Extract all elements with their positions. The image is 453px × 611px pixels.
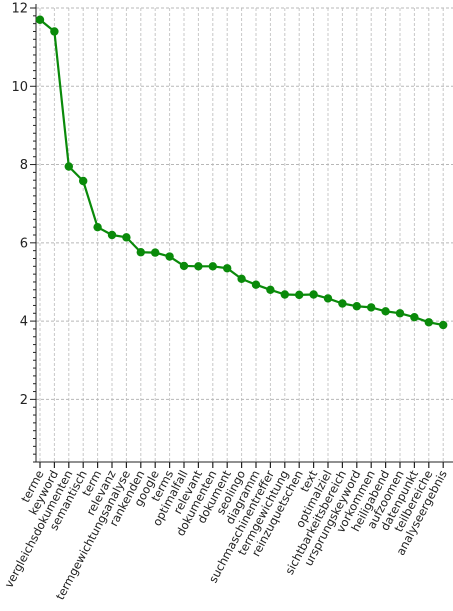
data-point [208, 262, 217, 271]
x-axis-ticks [39, 462, 444, 468]
data-point [309, 290, 318, 299]
data-point [395, 309, 405, 318]
data-point [352, 302, 361, 311]
data-point [424, 318, 433, 327]
data-point [251, 280, 261, 289]
y-tick-label: 4 [20, 315, 28, 330]
x-axis-labels: termekeywordvergleichsdokumentensemantis… [2, 467, 450, 602]
data-series [35, 15, 448, 330]
y-tick-label: 12 [11, 2, 28, 17]
data-point [381, 307, 390, 316]
data-point [179, 261, 189, 271]
data-point [64, 162, 74, 171]
data-point [237, 274, 246, 284]
y-tick-label: 2 [20, 393, 28, 408]
y-tick-label: 8 [20, 158, 28, 173]
data-point [107, 230, 117, 240]
data-point [338, 299, 347, 308]
data-point [280, 290, 289, 299]
data-point [165, 252, 174, 261]
data-point [136, 248, 145, 257]
axes [35, 4, 453, 463]
y-tick-label: 10 [11, 80, 28, 95]
data-point [151, 248, 160, 257]
data-point [323, 294, 333, 303]
data-point [266, 285, 275, 294]
data-point [194, 262, 203, 271]
grid-lines [36, 7, 453, 462]
data-point [295, 290, 304, 300]
data-point [50, 27, 59, 36]
data-point [79, 176, 88, 186]
data-point [35, 15, 45, 24]
y-tick-label: 6 [20, 236, 28, 251]
y-axis-ticks: 2 4 6 8 10 12 [11, 2, 36, 463]
data-point [439, 320, 448, 330]
data-point [410, 312, 419, 322]
data-point [93, 222, 102, 232]
data-point [367, 303, 376, 312]
data-point [122, 233, 131, 242]
data-point [223, 264, 232, 273]
